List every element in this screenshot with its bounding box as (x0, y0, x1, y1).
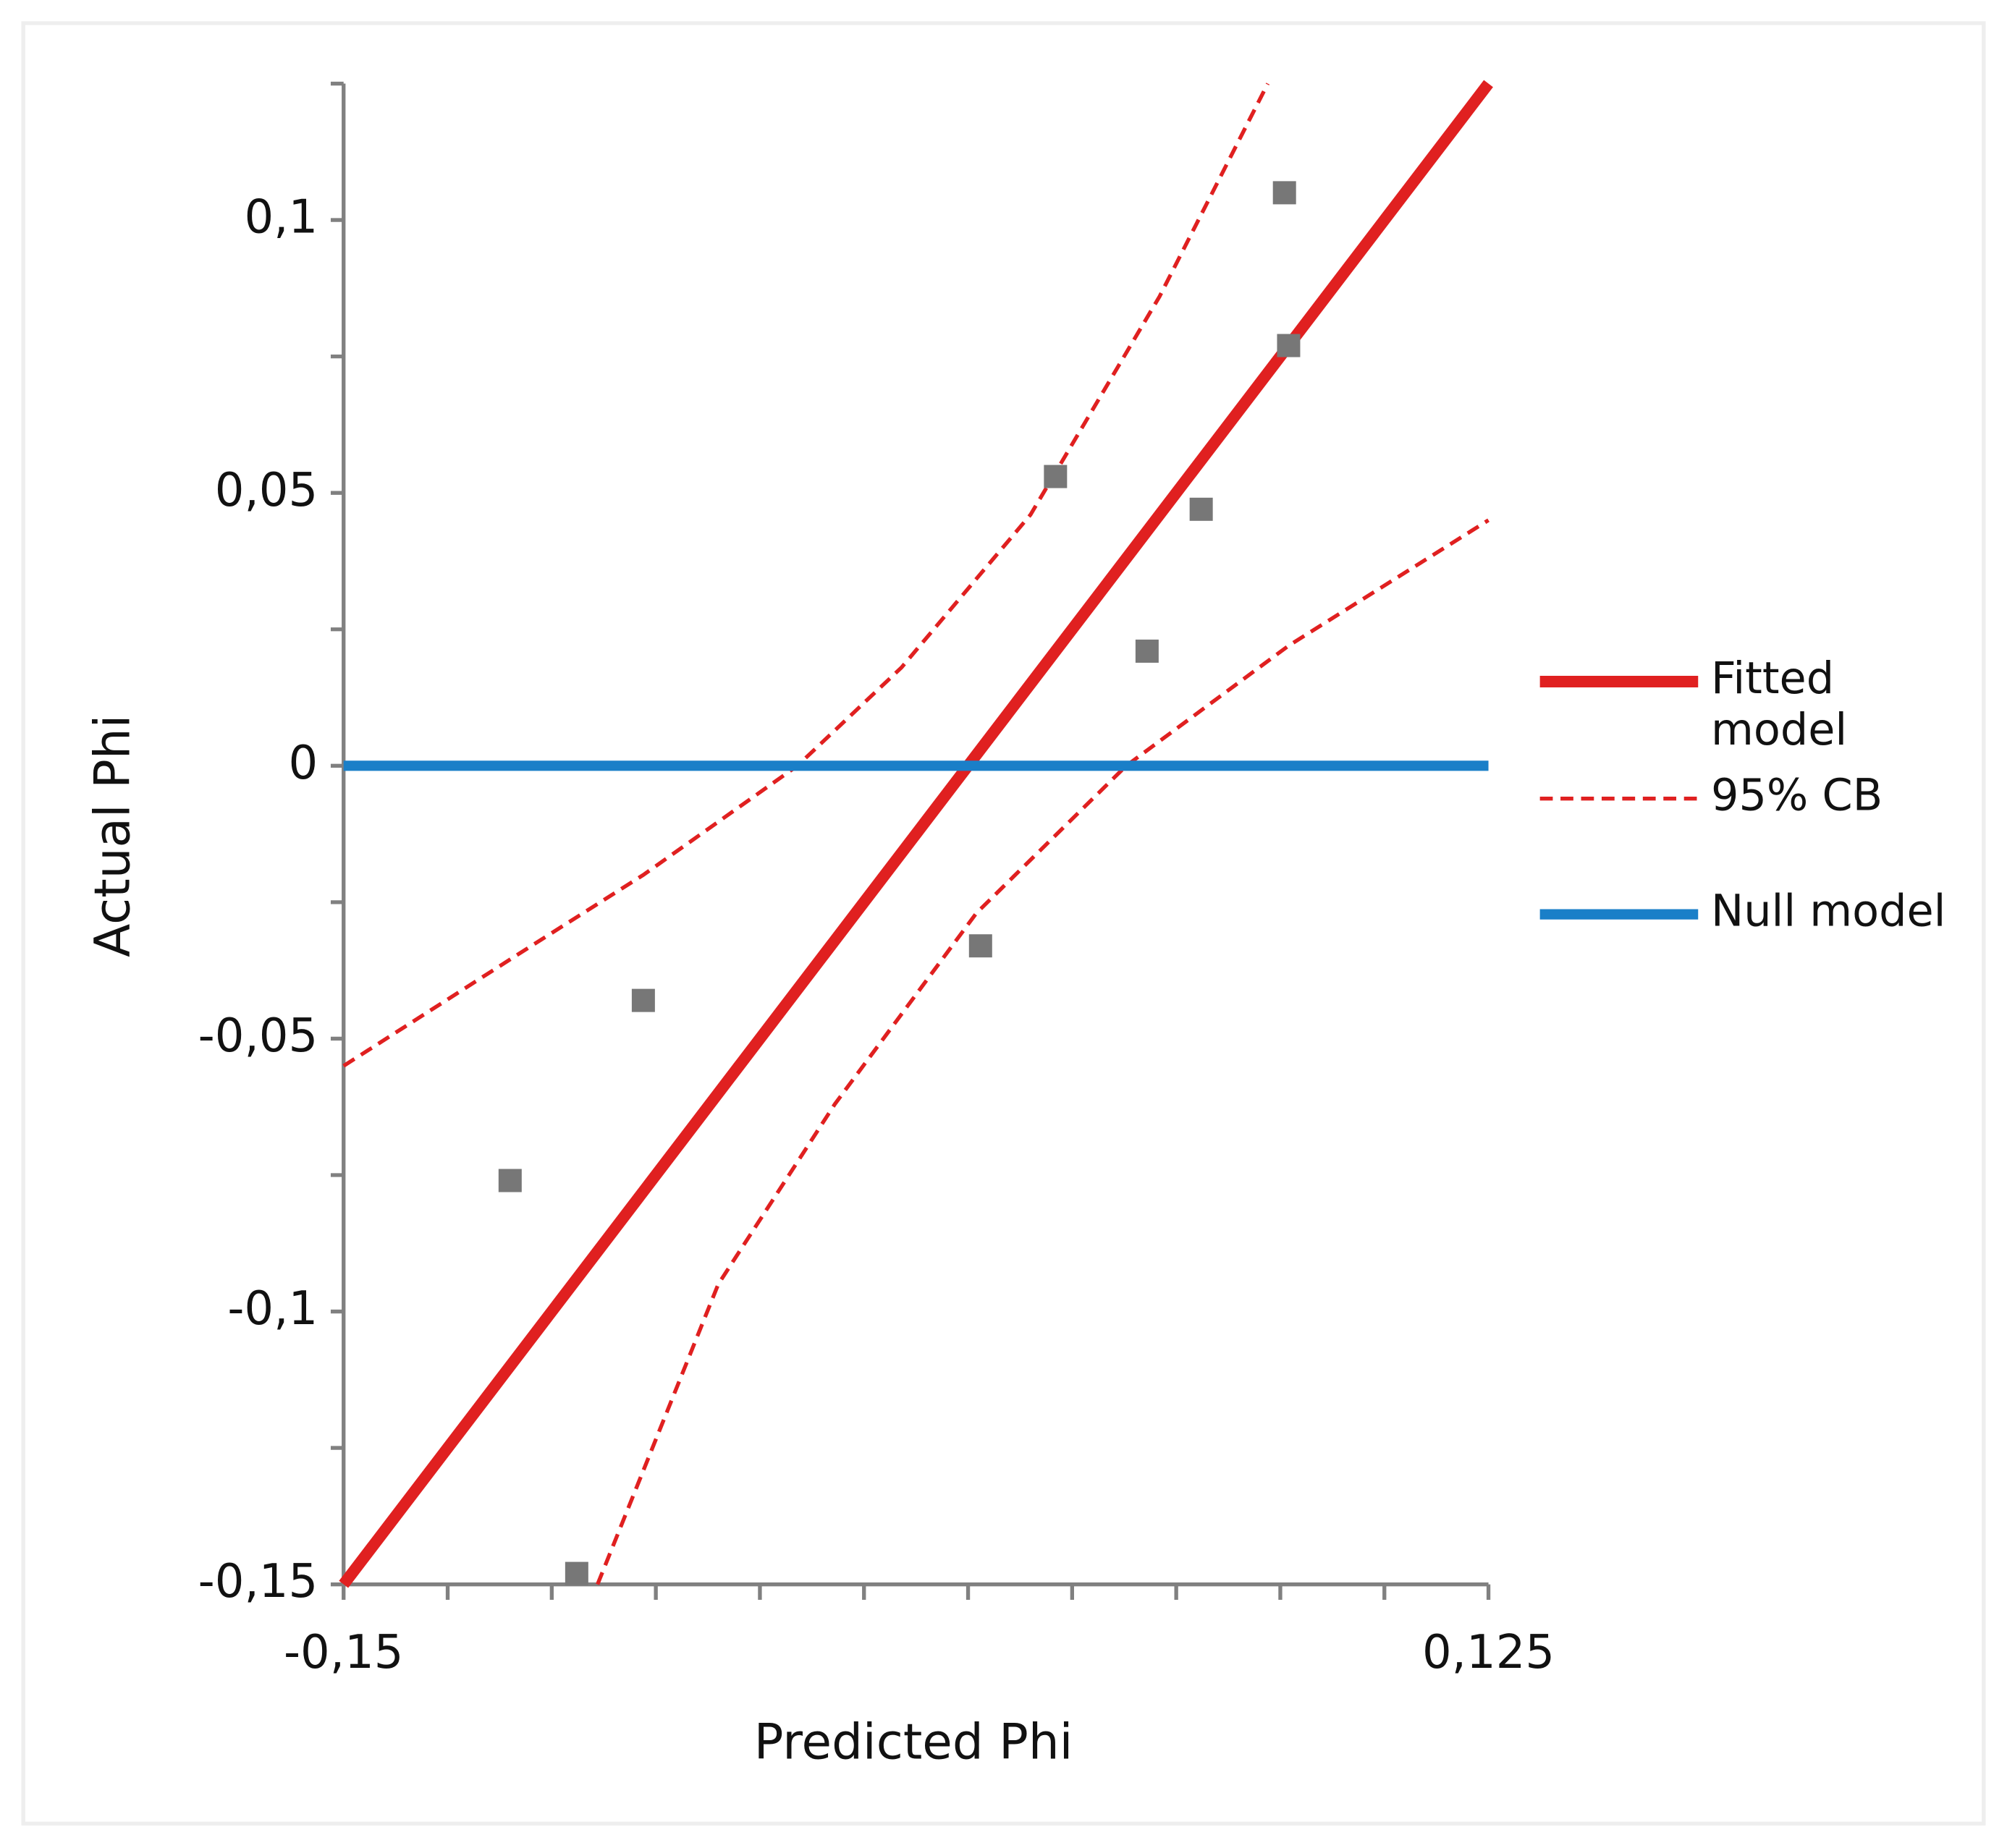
y-axis-label: Actual Phi (84, 715, 141, 957)
legend-entry: 95% CB (1711, 770, 1883, 822)
x-tick-label: 0,125 (1422, 1626, 1555, 1679)
scatter-point (1189, 497, 1213, 521)
y-tick-label: -0,15 (198, 1555, 318, 1608)
frame (21, 21, 1986, 1826)
scatter-point (1277, 334, 1301, 357)
scatter-point (968, 934, 992, 958)
legend-label: Fitted model (1711, 653, 1848, 757)
scatter-point (1272, 181, 1296, 205)
y-tick-label: 0,05 (215, 464, 318, 517)
legend-label: Null model (1711, 886, 1946, 938)
series-line (342, 82, 1490, 1585)
y-tick-label: -0,1 (227, 1282, 318, 1336)
legend-entry: Fitted model (1711, 653, 1848, 757)
y-tick-label: -0,05 (198, 1009, 318, 1063)
scatter-point (1044, 465, 1068, 488)
x-tick-label: -0,15 (284, 1626, 404, 1679)
legend-entry: Null model (1711, 886, 1946, 938)
y-tick-label: 0 (288, 737, 318, 790)
x-axis-label: Predicted Phi (754, 1713, 1073, 1770)
series-line (339, 80, 1493, 1588)
y-tick-label: 0,1 (244, 191, 318, 245)
scatter-point (1135, 639, 1159, 663)
scatter-point (565, 1561, 588, 1585)
scatter-point (498, 1169, 522, 1192)
scatter-point (631, 988, 655, 1012)
legend-label: 95% CB (1711, 770, 1883, 822)
